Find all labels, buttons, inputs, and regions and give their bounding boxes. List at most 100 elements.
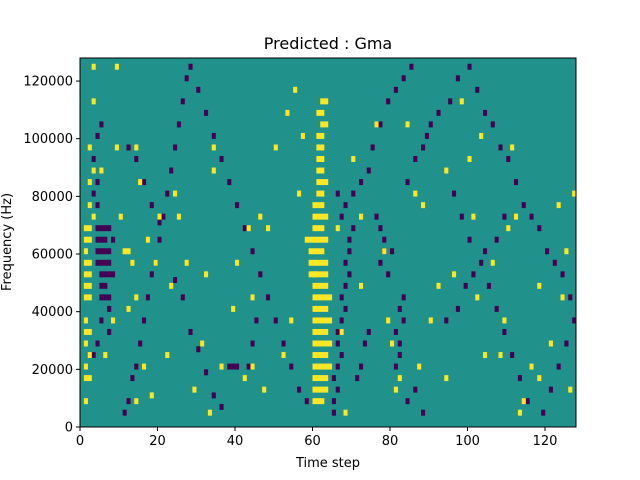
- heatmap-cell-low: [479, 259, 484, 266]
- heatmap-cell-high: [316, 225, 321, 232]
- heatmap-cell-high: [312, 340, 317, 347]
- heatmap-cell-high: [324, 328, 329, 335]
- heatmap-cell-high: [320, 144, 325, 151]
- heatmap-cell-high: [320, 375, 325, 382]
- x-tick-label: 40: [227, 434, 244, 449]
- heatmap-cell-low: [107, 305, 112, 312]
- heatmap-cell-low: [219, 156, 224, 162]
- heatmap-cell-high: [149, 392, 154, 399]
- heatmap-cell-high: [83, 328, 88, 335]
- heatmap-cell-high: [320, 248, 325, 255]
- heatmap-cell-high: [316, 271, 321, 278]
- heatmap-cell-low: [529, 213, 534, 220]
- heatmap-cell-high: [246, 225, 251, 232]
- heatmap-cell-high: [87, 259, 92, 266]
- heatmap-cell-low: [161, 213, 166, 220]
- heatmap-cell-high: [231, 305, 236, 312]
- y-tick-label: 80000: [32, 190, 73, 205]
- heatmap-cell-low: [111, 236, 116, 243]
- heatmap-cell-high: [335, 225, 340, 232]
- heatmap-cell-low: [95, 259, 100, 266]
- heatmap-cell-low: [455, 75, 460, 82]
- heatmap-cell-high: [250, 363, 255, 370]
- heatmap-cell-high: [459, 98, 464, 105]
- heatmap-cell-high: [320, 167, 325, 174]
- x-tick-label: 60: [304, 434, 321, 449]
- heatmap-cell-high: [386, 317, 391, 324]
- heatmap-cell-low: [517, 375, 522, 382]
- heatmap-cell-high: [138, 179, 143, 186]
- heatmap-cell-high: [316, 294, 321, 301]
- heatmap-cell-high: [324, 375, 329, 382]
- y-tick-label: 120000: [23, 75, 73, 90]
- heatmap-cell-high: [467, 156, 472, 162]
- heatmap-cell-low: [378, 259, 383, 266]
- heatmap-cell-high: [320, 202, 325, 209]
- heatmap-cell-low: [297, 386, 302, 393]
- heatmap-cell-high: [324, 282, 329, 289]
- heatmap-cell-high: [142, 363, 147, 370]
- heatmap-cell-low: [99, 259, 104, 266]
- heatmap-cell-high: [556, 202, 561, 209]
- heatmap-cell-high: [83, 271, 88, 278]
- heatmap-cell-low: [339, 213, 344, 220]
- heatmap-cell-low: [95, 202, 100, 209]
- heatmap-cell-high: [328, 317, 333, 324]
- heatmap-cell-high: [320, 271, 325, 278]
- heatmap-cell-low: [219, 403, 224, 410]
- heatmap-cell-high: [316, 328, 321, 335]
- heatmap-cell-high: [320, 386, 325, 393]
- heatmap-cell-high: [83, 363, 88, 370]
- y-tick-label: 40000: [32, 305, 73, 320]
- heatmap-cell-low: [463, 282, 468, 289]
- heatmap-cell-high: [413, 190, 418, 197]
- heatmap-cell-low: [99, 294, 104, 301]
- heatmap-cell-high: [207, 409, 212, 416]
- heatmap-cell-high: [320, 179, 325, 186]
- heatmap-cell-high: [192, 386, 197, 393]
- y-tick-label: 60000: [32, 248, 73, 263]
- heatmap-cell-low: [343, 259, 348, 266]
- heatmap-cell-high: [204, 271, 209, 278]
- heatmap-cell-low: [95, 225, 100, 232]
- heatmap-cell-high: [382, 248, 387, 255]
- heatmap-cell-low: [568, 294, 573, 301]
- heatmap-cell-high: [351, 156, 356, 162]
- heatmap-cell-high: [308, 236, 313, 243]
- heatmap-cell-high: [316, 156, 321, 162]
- heatmap-cell-high: [242, 375, 247, 382]
- heatmap-cell-high: [262, 386, 267, 393]
- heatmap-cell-high: [83, 317, 88, 324]
- heatmap-cell-high: [312, 375, 317, 382]
- heatmap-cell-high: [320, 294, 325, 301]
- heatmap-cell-high: [316, 398, 321, 405]
- heatmap-cell-low: [428, 121, 433, 128]
- heatmap-cell-high: [316, 340, 321, 347]
- heatmap-cell-low: [235, 363, 240, 370]
- heatmap-cell-high: [548, 340, 553, 347]
- heatmap-cell-high: [324, 121, 329, 128]
- heatmap-cell-high: [510, 144, 515, 151]
- heatmap-cell-low: [250, 340, 255, 347]
- heatmap-cell-low: [525, 398, 530, 405]
- heatmap-cell-low: [502, 213, 507, 220]
- heatmap-cell-low: [537, 225, 542, 232]
- heatmap-cell-high: [312, 305, 317, 312]
- heatmap-cell-high: [359, 213, 364, 220]
- heatmap-cell-high: [568, 386, 573, 393]
- heatmap-cell-low: [506, 156, 511, 162]
- heatmap-cell-high: [324, 363, 329, 370]
- heatmap-cell-low: [339, 352, 344, 359]
- heatmap-cell-low: [107, 225, 112, 232]
- heatmap-cell-high: [134, 398, 139, 405]
- heatmap-cell-low: [281, 340, 286, 347]
- heatmap-cell-low: [552, 259, 557, 266]
- heatmap-cell-low: [242, 225, 247, 232]
- heatmap-cell-low: [180, 98, 185, 105]
- heatmap-cell-high: [564, 248, 569, 255]
- heatmap-cell-high: [87, 144, 92, 151]
- heatmap-cell-high: [316, 213, 321, 220]
- heatmap-cell-high: [529, 363, 534, 370]
- heatmap-cell-high: [312, 328, 317, 335]
- heatmap-cell-high: [320, 213, 325, 220]
